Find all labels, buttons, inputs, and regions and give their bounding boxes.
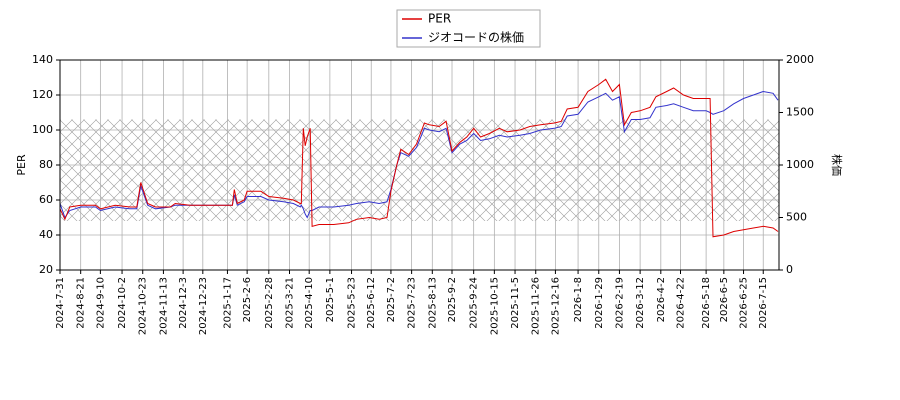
x-tick-label: 2025-8-13 <box>427 277 438 329</box>
x-tick-label: 2025-2-28 <box>264 277 275 329</box>
x-tick-label: 2026-4-2 <box>656 277 667 322</box>
x-tick-label: 2026-4-22 <box>676 277 687 329</box>
x-tick-label: 2024-12-23 <box>198 277 209 335</box>
y-tick-label: 20 <box>39 263 53 276</box>
x-tick-label: 2026-7-15 <box>758 277 769 329</box>
x-tick-label: 2026-1-29 <box>594 277 605 329</box>
x-tick-label: 2026-5-18 <box>701 277 712 329</box>
x-tick-label: 2024-9-10 <box>95 277 106 329</box>
y-tick-label: 80 <box>39 158 53 171</box>
x-tick-label: 2024-10-23 <box>138 277 149 335</box>
x-tick-label: 2025-3-21 <box>284 277 295 329</box>
x-tick-label: 2026-3-12 <box>635 277 646 329</box>
x-tick-label: 2025-5-1 <box>325 277 336 322</box>
y-tick-label: 120 <box>32 88 53 101</box>
y-axis-label: PER <box>15 154 28 176</box>
x-tick-label: 2025-11-26 <box>531 277 542 335</box>
y2-axis-label: 株価 <box>830 154 844 176</box>
legend-label: ジオコードの株価 <box>428 30 524 45</box>
x-tick-label: 2024-12-3 <box>178 277 189 329</box>
x-tick-label: 2025-7-2 <box>386 277 397 322</box>
x-tick-label: 2024-10-2 <box>117 277 128 329</box>
x-tick-label: 2025-9-24 <box>469 277 480 329</box>
y2-tick-label: 0 <box>786 263 793 276</box>
x-tick-label: 2025-9-2 <box>447 277 458 322</box>
x-tick-label: 2025-7-23 <box>407 277 418 329</box>
x-tick-label: 2025-4-10 <box>304 277 315 329</box>
x-tick-label: 2026-6-5 <box>719 277 730 322</box>
legend-label: PER <box>428 12 451 26</box>
plot-frame <box>59 59 780 271</box>
x-tick-label: 2026-2-19 <box>614 277 625 329</box>
x-tick-label: 2025-6-12 <box>366 277 377 329</box>
x-tick-label: 2025-11-5 <box>510 277 521 329</box>
x-tick-label: 2026-1-8 <box>573 277 584 322</box>
y2-tick-label: 500 <box>786 211 807 224</box>
y-tick-label: 140 <box>32 53 53 66</box>
x-tick-label: 2024-11-13 <box>158 277 169 335</box>
x-tick-label: 2024-7-31 <box>55 277 66 329</box>
plot-lines <box>60 78 779 238</box>
y2-tick-label: 2000 <box>786 53 814 66</box>
series-line <box>60 78 779 238</box>
x-tick-label: 2025-5-23 <box>347 277 358 329</box>
y-tick-label: 60 <box>39 193 53 206</box>
y-tick-label: 40 <box>39 228 53 241</box>
x-tick-label: 2025-1-17 <box>222 277 233 329</box>
y2-tick-label: 1500 <box>786 106 814 119</box>
legend-box <box>396 9 541 48</box>
y2-tick-label: 1000 <box>786 158 814 171</box>
x-tick-label: 2024-8-21 <box>76 277 87 329</box>
x-tick-label: 2025-12-16 <box>550 277 561 335</box>
x-tick-label: 2025-2-6 <box>242 277 253 322</box>
x-tick-label: 2026-6-25 <box>739 277 750 329</box>
y-tick-label: 100 <box>32 123 53 136</box>
x-tick-label: 2025-10-15 <box>489 277 500 335</box>
